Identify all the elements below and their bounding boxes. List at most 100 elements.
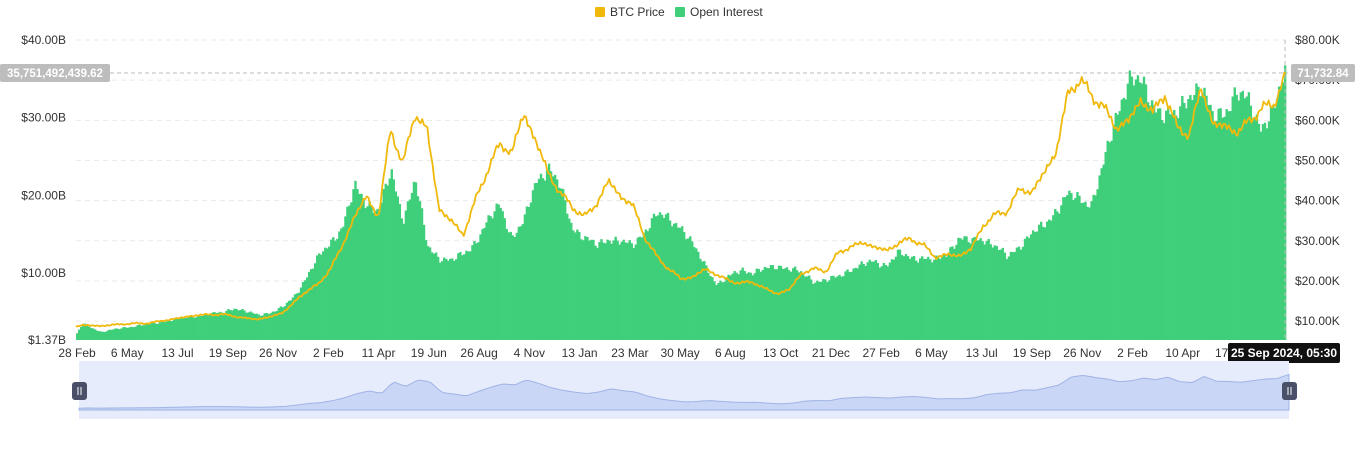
open-interest-bar xyxy=(1031,230,1035,340)
open-interest-bar xyxy=(676,227,680,340)
open-interest-bar xyxy=(808,275,811,340)
open-interest-bar xyxy=(1102,164,1105,340)
open-interest-bar xyxy=(1255,114,1259,340)
open-interest-bar xyxy=(656,215,660,340)
open-interest-bar xyxy=(491,218,494,340)
navigator-right-handle[interactable] xyxy=(1282,382,1297,400)
open-interest-bar xyxy=(251,312,254,340)
open-interest-bar xyxy=(882,263,886,340)
open-interest-bar xyxy=(184,317,188,340)
navigator-area xyxy=(78,373,1290,411)
open-interest-bar xyxy=(1122,97,1126,340)
open-interest-bar xyxy=(854,267,857,340)
x-tick-label: 27 Feb xyxy=(862,346,900,360)
open-interest-bar xyxy=(826,281,829,340)
open-interest-bar xyxy=(203,314,206,340)
legend-swatch-open-interest[interactable] xyxy=(675,7,685,17)
open-interest-bar xyxy=(539,173,543,340)
navigator-left-handle[interactable] xyxy=(72,382,87,400)
open-interest-bar xyxy=(933,259,936,340)
open-interest-bar xyxy=(1048,219,1051,340)
open-interest-bar xyxy=(273,311,276,340)
range-navigator[interactable] xyxy=(72,361,1297,419)
open-interest-bar xyxy=(1245,96,1249,340)
legend-label-open-interest[interactable]: Open Interest xyxy=(690,5,763,19)
open-interest-bar xyxy=(96,330,99,340)
open-interest-bar xyxy=(1205,95,1208,340)
open-interest-bar xyxy=(553,174,557,340)
open-interest-bar xyxy=(1253,118,1257,340)
open-interest-bar xyxy=(497,204,500,340)
open-interest-bar xyxy=(753,273,756,340)
open-interest-bar xyxy=(739,270,742,340)
x-tick-label: 13 Jul xyxy=(966,346,998,360)
open-interest-bar xyxy=(838,274,841,340)
open-interest-bar xyxy=(380,202,383,340)
legend: BTC Price Open Interest xyxy=(595,5,763,19)
open-interest-bar xyxy=(1021,246,1025,340)
open-interest-bar xyxy=(313,263,317,340)
open-interest-bar xyxy=(1197,86,1200,340)
open-interest-bar xyxy=(174,317,178,340)
open-interest-bar xyxy=(570,222,573,340)
open-interest-bar xyxy=(795,270,799,340)
y-left-tick-label: $30.00B xyxy=(21,111,66,125)
open-interest-bar xyxy=(824,279,827,340)
open-interest-bar xyxy=(989,244,992,340)
open-interest-bar xyxy=(297,292,301,340)
open-interest-bar xyxy=(1207,105,1210,340)
open-interest-bar xyxy=(322,251,325,340)
open-interest-bar xyxy=(1201,94,1204,340)
open-interest-bar xyxy=(699,258,702,340)
open-interest-bar xyxy=(894,256,898,340)
open-interest-bar xyxy=(745,273,748,340)
open-interest-bar xyxy=(834,277,837,340)
open-interest-bar xyxy=(309,269,313,340)
x-tick-label: 26 Nov xyxy=(1063,346,1101,360)
open-interest-bar xyxy=(588,240,591,340)
open-interest-bar xyxy=(626,242,629,340)
open-interest-bar xyxy=(1128,70,1132,341)
open-interest-bar xyxy=(223,312,226,340)
open-interest-bar xyxy=(140,325,143,340)
open-interest-bar xyxy=(493,211,496,340)
open-interest-bar xyxy=(1023,238,1027,340)
open-interest-bar xyxy=(1150,100,1154,340)
open-interest-bar xyxy=(178,318,182,340)
open-interest-bar xyxy=(1229,111,1232,340)
open-interest-bar xyxy=(672,223,676,340)
open-interest-bar xyxy=(1165,110,1168,340)
open-interest-bar xyxy=(557,187,561,340)
open-interest-bar xyxy=(1237,100,1240,340)
open-interest-bar xyxy=(908,258,912,340)
open-interest-bar xyxy=(519,226,523,340)
open-interest-bar xyxy=(1005,259,1009,340)
open-interest-bar xyxy=(654,216,658,340)
open-interest-bar xyxy=(430,252,434,340)
open-interest-bar xyxy=(1158,108,1162,341)
open-interest-bar xyxy=(634,244,637,340)
open-interest-bar xyxy=(991,247,994,340)
open-interest-bar xyxy=(1279,86,1283,341)
grip-lines-icon xyxy=(1287,387,1292,395)
open-interest-bar xyxy=(436,256,440,340)
open-interest-bar xyxy=(326,248,329,340)
open-interest-bar xyxy=(1152,105,1156,340)
legend-label-btc-price[interactable]: BTC Price xyxy=(610,5,665,19)
open-interest-bar xyxy=(209,314,212,340)
open-interest-bar xyxy=(1138,82,1142,340)
x-tick-label: 2 Feb xyxy=(313,346,344,360)
open-interest-bar xyxy=(1179,106,1182,340)
legend-swatch-btc-price[interactable] xyxy=(595,7,605,17)
open-interest-bar xyxy=(398,203,402,340)
open-interest-bar xyxy=(751,275,754,340)
y-right-tick-label: $50.00K xyxy=(1295,153,1340,167)
open-interest-bar xyxy=(685,239,688,340)
open-interest-bar xyxy=(197,315,200,340)
open-interest-bar xyxy=(777,265,781,340)
open-interest-bar xyxy=(243,310,246,340)
open-interest-bar xyxy=(354,180,357,340)
crosshair-left-value-badge xyxy=(0,64,110,83)
open-interest-bar xyxy=(1191,100,1194,340)
